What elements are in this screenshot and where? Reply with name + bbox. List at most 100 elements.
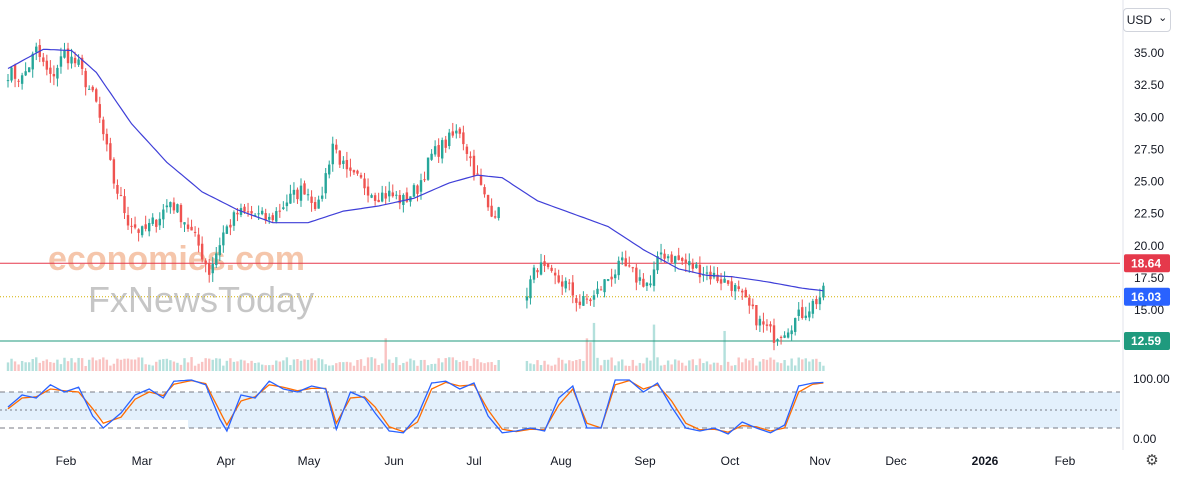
candle — [200, 236, 204, 263]
volume-bar — [133, 359, 137, 371]
time-tick-label: Apr — [217, 454, 236, 468]
candle-body — [751, 304, 755, 307]
level-label-current_price: 16.03 — [1131, 290, 1161, 304]
candle — [52, 65, 56, 86]
candle — [786, 328, 790, 339]
candle-body — [87, 88, 91, 90]
price-axis[interactable]: 35.00 32.50 30.00 27.50 25.00 22.50 20.00 17.50… — [1122, 0, 1164, 450]
volume-bar — [493, 364, 497, 371]
volume-bar — [737, 357, 740, 371]
candle-body — [493, 216, 497, 218]
volume-bar — [6, 362, 10, 371]
candle — [208, 258, 211, 283]
volume-bar — [663, 364, 666, 371]
candle — [412, 183, 416, 198]
volume-bar — [476, 359, 479, 371]
volume-bar — [571, 361, 574, 371]
candle — [437, 138, 440, 163]
volume-bar — [66, 361, 70, 371]
candle-body — [66, 48, 70, 64]
candle — [225, 224, 229, 235]
candle-body — [398, 195, 402, 204]
candle-body — [529, 279, 532, 299]
candle-body — [402, 194, 405, 205]
volume-bar — [123, 358, 126, 371]
volume-bar — [310, 358, 313, 371]
candle-body — [412, 185, 416, 197]
volume-bar — [751, 357, 755, 371]
currency-selector[interactable]: USD ⌄ — [1123, 8, 1171, 32]
candle — [218, 237, 221, 262]
candle — [808, 302, 811, 322]
candle-body — [719, 279, 723, 284]
candle — [197, 227, 200, 253]
candle — [373, 192, 377, 206]
candle — [691, 258, 695, 273]
volume-bar — [638, 362, 642, 371]
candle — [561, 274, 564, 296]
candle-body — [748, 297, 751, 306]
price-tick-label: 32.50 — [1134, 78, 1164, 92]
candle-body — [45, 60, 49, 70]
candle — [229, 219, 232, 236]
volume-bar — [84, 365, 87, 371]
candle — [165, 199, 169, 213]
candle — [670, 251, 673, 264]
volume-bar — [412, 360, 416, 371]
candle — [606, 279, 610, 282]
candle-body — [585, 298, 589, 300]
volume-bar — [596, 357, 599, 371]
volume-bar — [419, 359, 423, 371]
candle — [621, 251, 624, 265]
candle — [726, 280, 730, 286]
volume-bar — [666, 360, 670, 371]
candle-body — [405, 192, 409, 202]
candle-body — [783, 335, 786, 338]
candle-body — [225, 226, 229, 234]
candle — [649, 275, 652, 288]
candles[interactable] — [6, 39, 825, 351]
candle — [553, 268, 557, 285]
candle-body — [285, 202, 289, 207]
candle-body — [797, 309, 800, 317]
candle — [426, 157, 430, 181]
volume-bar — [380, 363, 384, 371]
volume-bar — [589, 342, 592, 371]
volume-bar — [215, 358, 218, 371]
candle — [172, 197, 176, 214]
candle — [564, 277, 567, 293]
candle — [557, 269, 560, 284]
volume-bar — [691, 359, 695, 371]
settings-icon[interactable]: ⚙ — [1145, 452, 1159, 469]
candle-body — [275, 211, 278, 222]
price-tick-label: 17.50 — [1134, 271, 1164, 285]
candle-body — [472, 155, 476, 176]
volume-bar — [726, 361, 730, 371]
volume-bar — [748, 360, 751, 371]
candle-body — [543, 261, 546, 266]
time-axis[interactable]: Feb Mar Apr May Jun Jul Aug Sep Oct Nov Dec 2026 Feb — [56, 454, 1076, 468]
volume-bar — [815, 358, 818, 371]
candle — [42, 52, 45, 67]
candle — [271, 212, 274, 223]
candle-body — [299, 185, 303, 201]
volume-bar — [296, 359, 299, 371]
candle-body — [536, 270, 539, 273]
volume-bar — [17, 364, 20, 371]
time-tick-label: Jul — [466, 454, 481, 468]
candle-body — [606, 279, 610, 281]
time-tick-label: Feb — [56, 454, 77, 468]
candle — [6, 74, 10, 88]
candle — [10, 66, 13, 83]
candle-body — [264, 213, 267, 221]
volume-bar — [762, 359, 765, 371]
candle-body — [17, 80, 20, 82]
volume-bar — [77, 357, 80, 371]
candle — [98, 96, 101, 124]
volume-bar — [733, 365, 737, 371]
candle-body — [822, 285, 825, 298]
candle — [151, 213, 154, 226]
volume-bar — [423, 359, 426, 371]
candle-body — [688, 261, 691, 266]
